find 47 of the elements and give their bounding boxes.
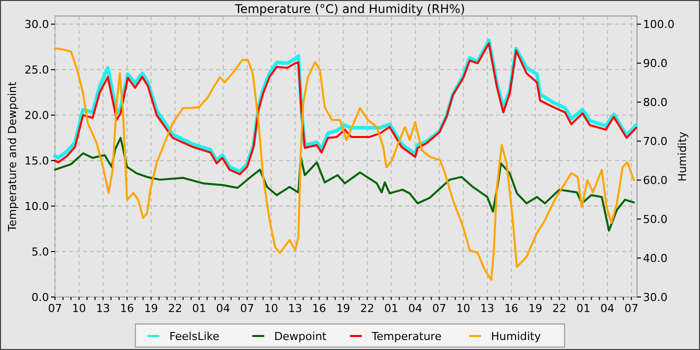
y-tick-label: 5.0	[32, 246, 49, 259]
y2-tick-label: 100.0	[643, 18, 674, 32]
x-tick-label: 16	[312, 302, 326, 315]
chart-title: Temperature (°C) and Humidity (RH%)	[234, 2, 466, 16]
y-tick-label: 25.0	[24, 64, 49, 77]
x-tick-label: 07	[432, 302, 446, 315]
legend-label: Humidity	[491, 330, 542, 343]
y-tick-label: 30.0	[24, 18, 49, 32]
x-tick-label: 19	[336, 302, 350, 315]
x-tick-label: 16	[120, 302, 134, 315]
y2-tick-label: 70.0	[643, 135, 668, 148]
x-tick-label: 13	[288, 302, 302, 315]
x-tick-label: 04	[408, 302, 422, 315]
y2-tick-label: 50.0	[643, 213, 668, 226]
legend-label: Dewpoint	[274, 330, 328, 343]
x-tick-label: 01	[192, 302, 206, 315]
x-tick-label: 07	[240, 302, 254, 315]
y2-tick-label: 60.0	[643, 174, 668, 188]
x-tick-label: 04	[216, 302, 230, 315]
x-tick-label: 19	[528, 302, 542, 315]
x-tick-label: 01	[576, 302, 590, 315]
y-axis-title: Temperature and Dewpoint	[6, 80, 19, 232]
x-tick-label: 16	[504, 302, 518, 315]
x-tick-label: 19	[144, 302, 158, 315]
x-tick-label: 04	[600, 302, 614, 315]
y2-tick-label: 30.0	[643, 291, 668, 304]
y-tick-label: 20.0	[24, 109, 49, 122]
y2-tick-label: 90.0	[643, 57, 668, 70]
y-tick-label: 0.0	[32, 291, 49, 304]
x-tick-label: 13	[480, 302, 494, 315]
x-tick-label: 22	[168, 302, 182, 315]
x-tick-label: 10	[72, 302, 86, 315]
x-tick-label: 10	[264, 302, 278, 315]
y2-tick-label: 80.0	[643, 96, 668, 110]
x-tick-label: 01	[384, 302, 398, 315]
x-tick-label: 22	[552, 302, 566, 315]
x-tick-label: 10	[456, 302, 470, 315]
legend-label: FeelsLike	[169, 330, 220, 343]
x-tick-label: 22	[360, 302, 374, 315]
x-tick-label: 13	[96, 302, 110, 315]
x-tick-label: 07	[624, 302, 638, 315]
y2-axis-title: Humidity	[676, 131, 689, 182]
y-tick-label: 10.0	[24, 200, 49, 214]
legend-label: Temperature	[370, 330, 442, 343]
y-tick-label: 15.0	[24, 154, 49, 168]
y2-tick-label: 40.0	[643, 252, 668, 266]
x-tick-label: 07	[48, 302, 62, 315]
